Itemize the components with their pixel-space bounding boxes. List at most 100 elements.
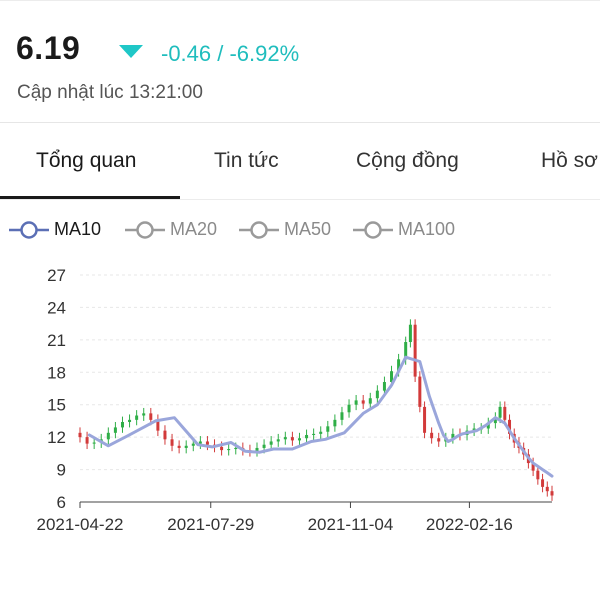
active-tab-indicator — [0, 196, 180, 199]
candle-body — [170, 439, 174, 446]
candle — [451, 428, 455, 444]
candle — [184, 440, 188, 454]
candle — [163, 425, 167, 445]
candle-body — [120, 422, 124, 428]
line-marker-icon — [9, 221, 49, 239]
tab-community[interactable]: Cộng đồng — [356, 149, 459, 172]
candle — [319, 426, 323, 440]
candle-body — [227, 449, 231, 451]
candle-body — [347, 404, 351, 413]
line-marker-icon — [239, 221, 279, 239]
header-divider — [0, 122, 600, 123]
candle-body — [340, 412, 344, 420]
candle-body — [354, 400, 358, 405]
candle-body — [423, 406, 427, 433]
candle — [408, 319, 412, 348]
x-tick-label: 2021-11-04 — [308, 515, 394, 534]
candle-body — [198, 441, 202, 444]
candle-body — [135, 415, 139, 420]
tab-overview[interactable]: Tổng quan — [36, 149, 137, 172]
down-arrow-icon — [119, 45, 143, 58]
tab-news[interactable]: Tin tức — [214, 149, 279, 172]
candle — [550, 485, 554, 501]
candle — [78, 427, 82, 443]
candle-body — [382, 382, 386, 391]
candle — [142, 407, 146, 421]
candle-body — [508, 419, 512, 434]
candle — [413, 319, 417, 383]
candle — [508, 414, 512, 440]
candle — [276, 433, 280, 447]
legend-label: MA10 — [54, 219, 102, 239]
candle-body — [234, 447, 238, 450]
candle-body — [312, 433, 316, 435]
candle — [106, 427, 110, 445]
line-marker-icon — [125, 221, 165, 239]
legend-label: MA20 — [170, 219, 218, 239]
candle-body — [269, 441, 273, 445]
candle — [536, 465, 540, 485]
y-tick-label: 15 — [47, 396, 66, 415]
candle — [375, 385, 379, 404]
candle-body — [276, 439, 280, 442]
y-tick-label: 24 — [47, 298, 66, 317]
candle — [85, 431, 89, 450]
y-tick-label: 18 — [47, 363, 66, 382]
candle-body — [92, 442, 96, 444]
candle — [423, 401, 427, 439]
candle — [283, 431, 287, 445]
candle-body — [106, 432, 110, 440]
x-tick-label: 2021-04-22 — [37, 515, 124, 534]
price-chart[interactable]: 27 24 21 18 15 12 9 6 2021-04-22 2021-07-29 2021-1… — [0, 255, 600, 600]
tab-profile[interactable]: Hồ sơ — [541, 149, 598, 172]
candle-body — [128, 419, 132, 423]
candle-body — [437, 438, 441, 442]
candle-body — [333, 419, 337, 427]
y-tick-label: 9 — [57, 461, 66, 480]
candle-body — [149, 413, 153, 420]
candle — [430, 427, 434, 444]
x-tick-label: 2022-02-16 — [426, 515, 513, 534]
candle — [541, 473, 545, 493]
candle — [354, 394, 358, 411]
candle-body — [418, 376, 422, 407]
candle-body — [184, 445, 188, 448]
y-tick-label: 21 — [47, 331, 66, 350]
candle — [347, 399, 351, 418]
candle-body — [305, 434, 309, 439]
candle — [503, 401, 507, 426]
legend-label: MA100 — [398, 219, 456, 239]
legend-label: MA50 — [284, 219, 332, 239]
candle — [227, 443, 231, 456]
price-change: -0.46 / -6.92% — [161, 41, 300, 66]
candle-body — [163, 430, 167, 440]
line-marker-icon — [353, 221, 393, 239]
candle-body — [498, 406, 502, 418]
candle — [135, 410, 139, 426]
candle — [531, 457, 535, 477]
candle-body — [545, 486, 549, 492]
candle — [120, 416, 124, 433]
candle — [312, 428, 316, 441]
candle — [269, 436, 273, 451]
candle-body — [550, 491, 554, 496]
candle-body — [390, 371, 394, 383]
candle — [368, 392, 372, 410]
candle — [437, 432, 441, 447]
candle-body — [205, 441, 209, 445]
tab-bar: Tổng quan Tin tức Cộng đồng Hồ sơ — [0, 123, 600, 201]
candle-body — [85, 437, 89, 444]
stock-price: 6.19 — [16, 30, 81, 66]
y-tick-label: 6 — [57, 493, 66, 512]
candle-body — [531, 463, 535, 471]
candle — [340, 406, 344, 426]
candle — [305, 429, 309, 444]
candle — [486, 417, 490, 434]
candle-body — [78, 432, 82, 438]
candle-body — [404, 342, 408, 360]
candle — [333, 414, 337, 432]
candle-body — [451, 433, 455, 439]
candle-body — [375, 390, 379, 399]
candle-body — [290, 437, 294, 441]
top-divider — [0, 0, 600, 1]
